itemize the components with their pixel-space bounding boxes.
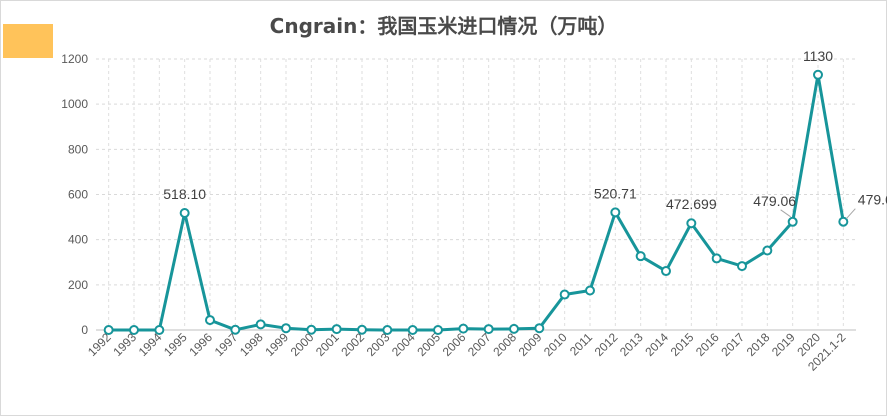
- x-tick-label: 2006: [440, 330, 469, 359]
- y-tick-label: 600: [68, 188, 88, 202]
- data-point: [230, 324, 241, 335]
- data-point: [711, 253, 722, 264]
- x-tick-label: 2016: [693, 330, 722, 359]
- data-point: [154, 325, 165, 335]
- data-label-leader: [780, 209, 791, 218]
- data-label: 518.10: [163, 186, 206, 202]
- data-label: 479.6: [858, 192, 887, 208]
- x-tick-label: 2009: [516, 330, 545, 359]
- data-point: [255, 319, 266, 330]
- data-point: [357, 324, 367, 335]
- data-point: [179, 207, 190, 218]
- decorative-accent-block: [3, 24, 53, 58]
- data-label: 520.71: [594, 185, 637, 201]
- y-tick-label: 400: [68, 233, 88, 247]
- series-line: [108, 73, 845, 332]
- x-tick-label: 1999: [262, 330, 291, 359]
- y-tick-label: 0: [81, 323, 88, 337]
- x-tick-label: 2012: [592, 330, 621, 359]
- data-point: [610, 207, 621, 218]
- data-label: 1130: [803, 48, 833, 64]
- data-label: 472.699: [666, 196, 717, 212]
- data-point: [737, 261, 747, 272]
- data-point: [407, 325, 418, 335]
- data-point: [306, 324, 317, 335]
- x-tick-label: 1998: [237, 330, 266, 359]
- data-point: [838, 216, 849, 227]
- data-point: [509, 323, 519, 334]
- data-point: [281, 323, 291, 334]
- y-tick-label: 1200: [61, 52, 88, 66]
- data-point: [559, 289, 570, 300]
- x-tick-label: 2001: [313, 330, 342, 359]
- data-label: 479.06: [753, 193, 796, 209]
- data-point: [635, 251, 646, 262]
- data-point: [534, 323, 545, 334]
- data-point: [686, 218, 697, 229]
- y-tick-label: 200: [68, 278, 88, 292]
- x-tick-label: 2010: [541, 330, 570, 359]
- x-tick-label: 2014: [642, 330, 671, 359]
- y-tick-label: 1000: [61, 97, 88, 111]
- data-point: [762, 245, 773, 256]
- data-point: [585, 285, 595, 296]
- data-point: [382, 325, 393, 335]
- data-point: [433, 325, 443, 335]
- data-point: [661, 266, 671, 277]
- chart-title: Cngrain：我国玉米进口情况（万吨）: [269, 14, 618, 38]
- data-point: [331, 324, 342, 335]
- x-tick-label: 2013: [617, 330, 646, 359]
- x-tick-label: 1996: [186, 330, 215, 359]
- x-tick-label: 2008: [490, 330, 519, 359]
- x-tick-label: 2011: [567, 330, 595, 358]
- data-point: [129, 325, 139, 335]
- data-point: [483, 324, 494, 335]
- x-tick-label: 2017: [718, 330, 747, 359]
- data-label-leader: [845, 208, 856, 220]
- x-tick-label: 2015: [668, 330, 697, 359]
- x-tick-label: 2007: [465, 330, 494, 359]
- x-tick-label: 2018: [744, 330, 773, 359]
- data-point: [458, 323, 469, 334]
- data-point: [787, 216, 798, 227]
- y-tick-label: 800: [68, 142, 88, 156]
- data-point: [205, 315, 215, 326]
- data-point: [813, 69, 823, 80]
- x-tick-label: 1995: [161, 330, 190, 359]
- data-point: [103, 325, 114, 335]
- x-tick-label: 2019: [769, 330, 798, 359]
